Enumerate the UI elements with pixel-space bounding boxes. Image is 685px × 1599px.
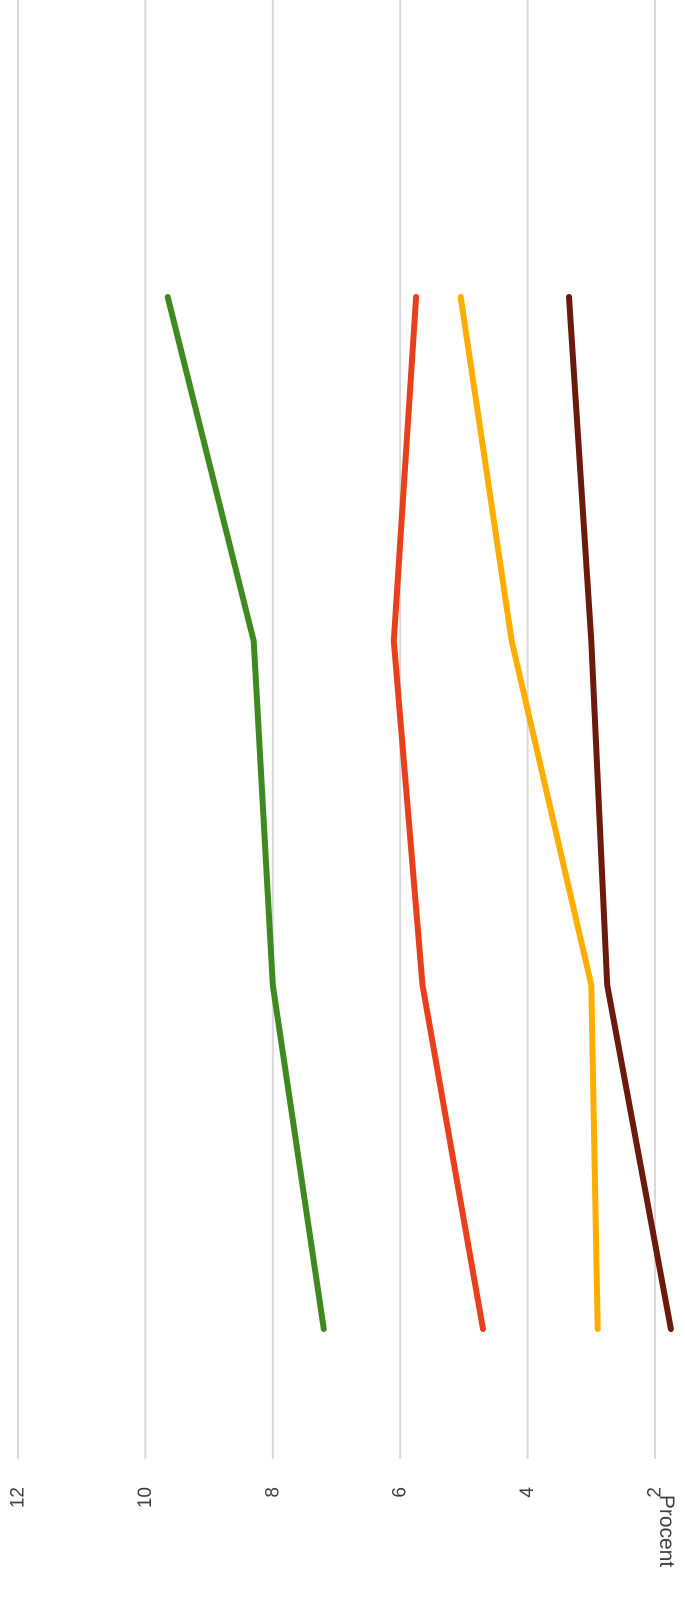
y-axis-title: Procent	[655, 1495, 678, 1568]
series-line-3	[457, 294, 601, 1332]
series-line-1	[164, 294, 327, 1332]
y-tick-label: 2	[645, 1487, 666, 1498]
y-tick-label: 6	[390, 1487, 411, 1498]
series-lines	[164, 294, 674, 1332]
y-tick-label: 10	[135, 1487, 156, 1508]
series-line-2	[390, 294, 486, 1332]
y-tick-labels: 2 4 6 8 10 12	[8, 1487, 666, 1509]
chart-rotated-group: 2 4 6 8 10 12 Procent	[8, 0, 678, 1568]
y-tick-label: 8	[262, 1487, 283, 1498]
series-line-4	[566, 294, 674, 1332]
y-tick-label: 12	[8, 1487, 29, 1508]
y-tick-label: 4	[517, 1487, 538, 1498]
gridlines	[17, 0, 656, 1459]
